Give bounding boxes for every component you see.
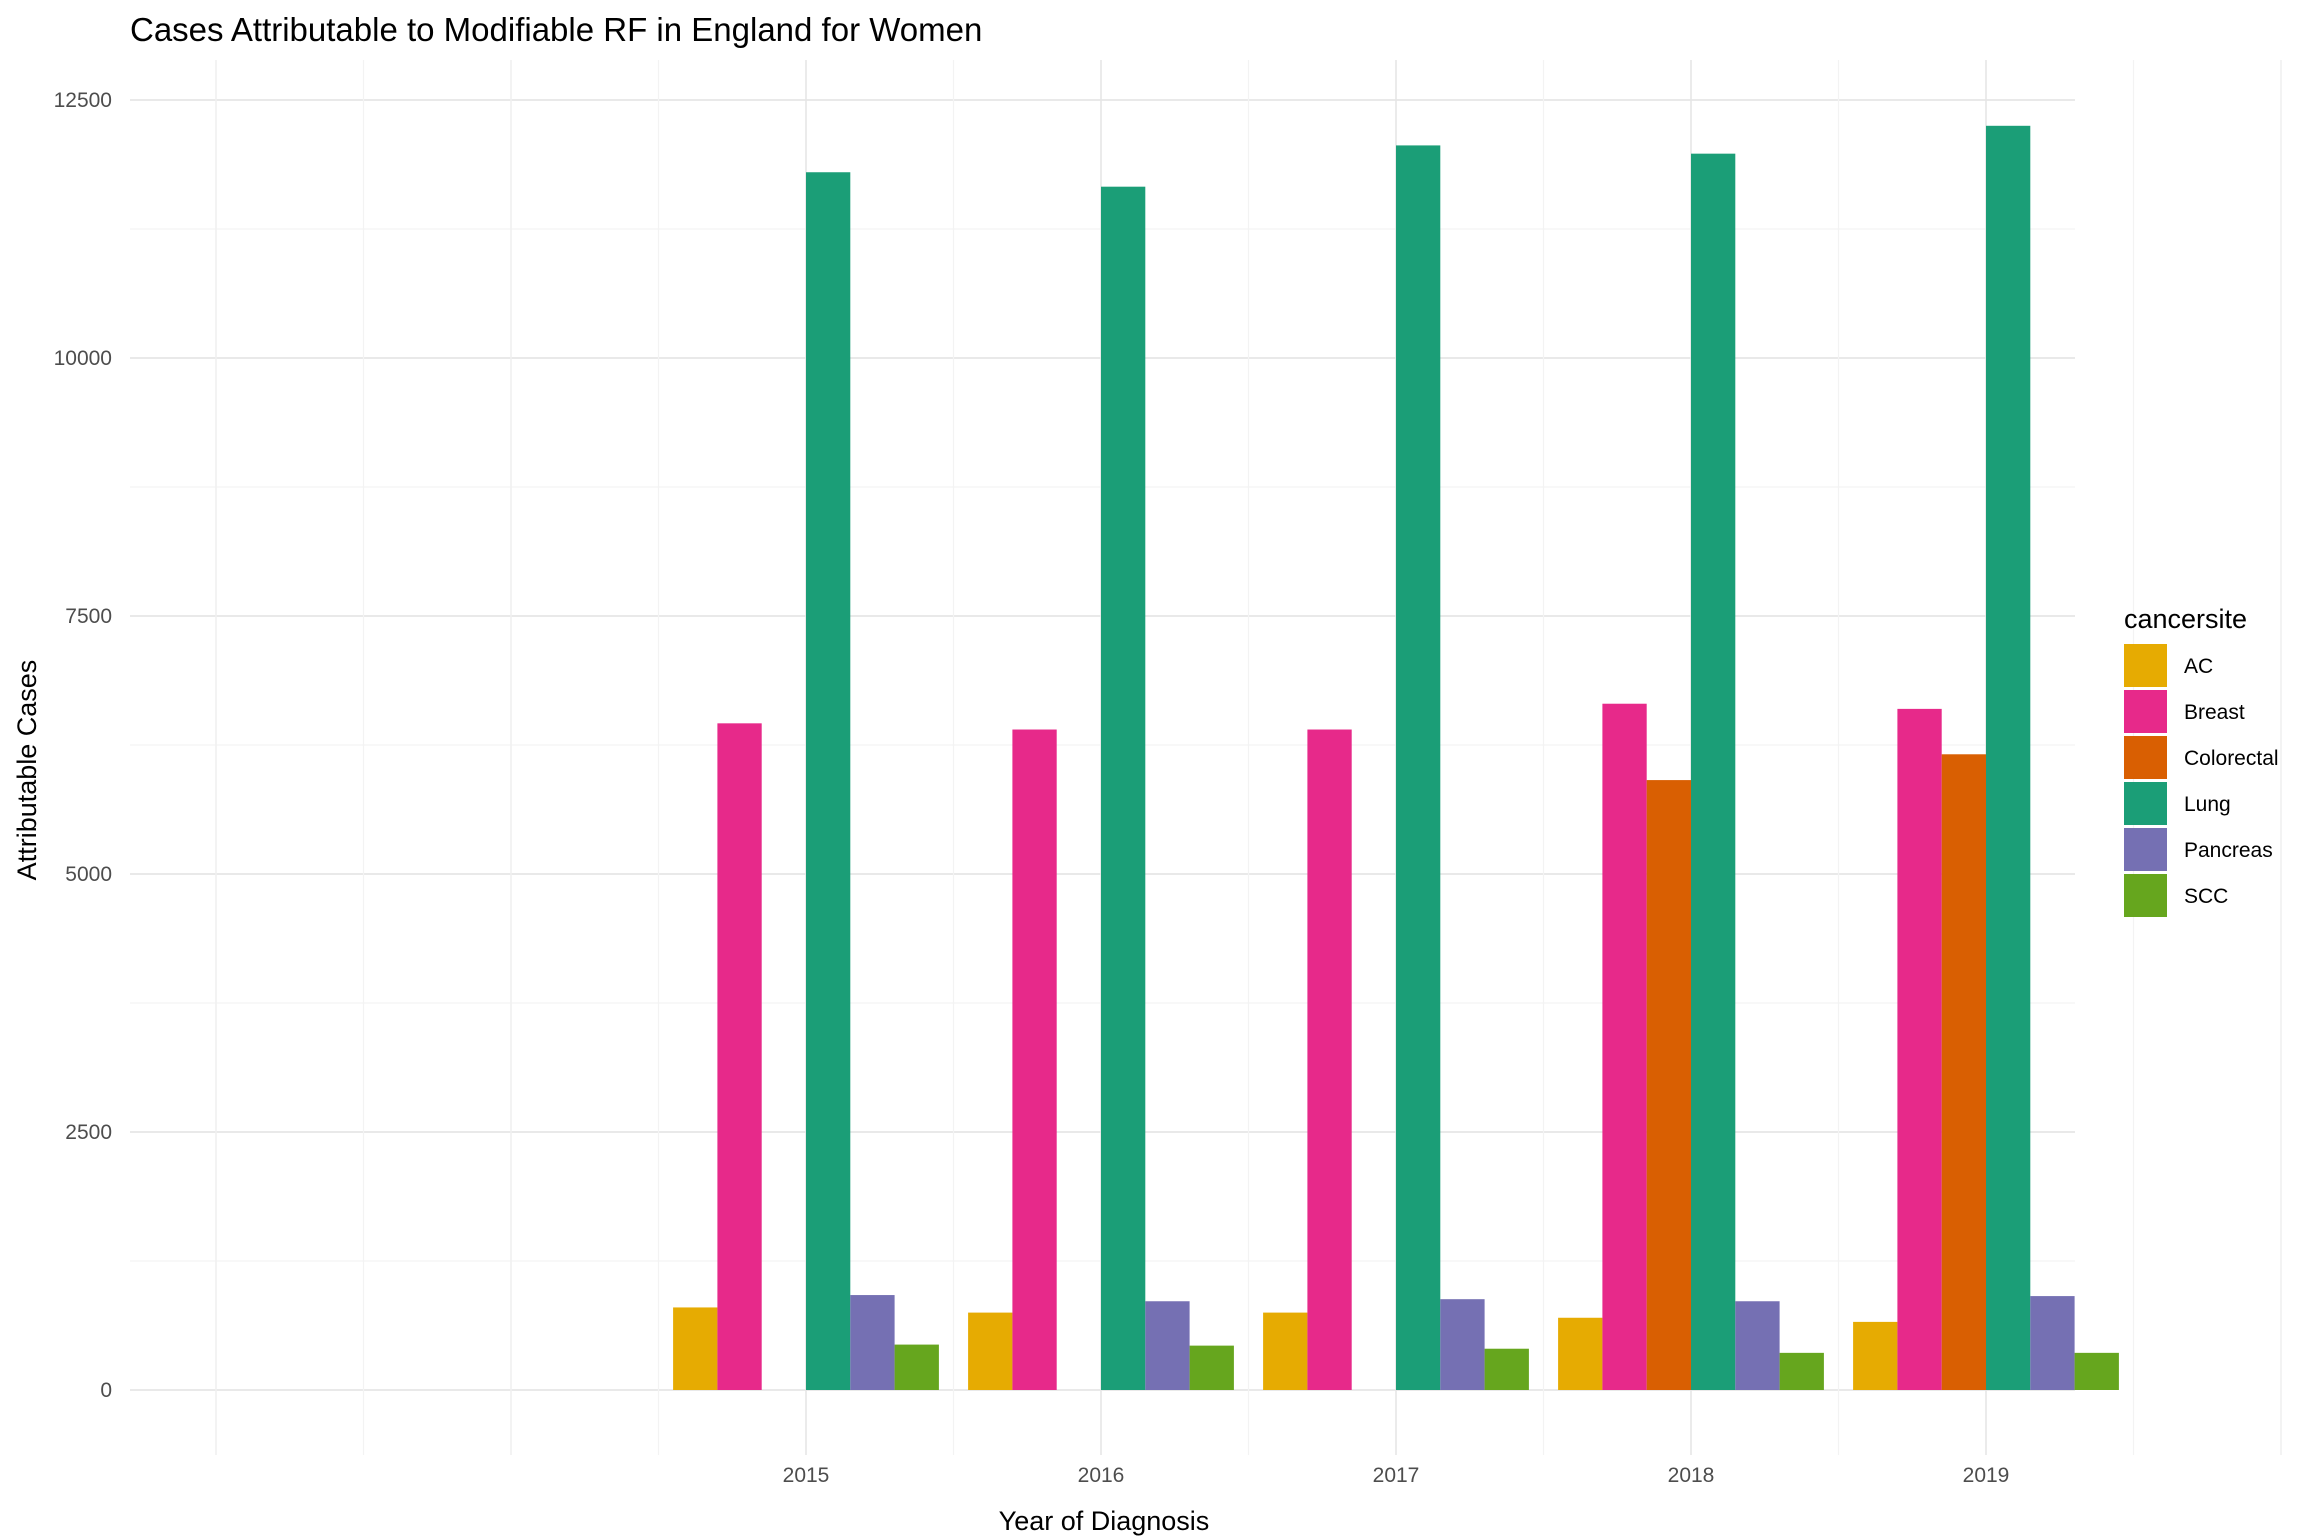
bar-lung-2016 [1101, 186, 1146, 1391]
legend-label: SCC [2184, 885, 2228, 908]
legend-title: cancersite [2124, 604, 2247, 634]
bar-colorectal-2018 [1646, 780, 1691, 1390]
bar-pancreas-2019 [2030, 1296, 2075, 1390]
legend-label: Breast [2184, 701, 2245, 724]
bar-pancreas-2015 [850, 1295, 895, 1390]
bar-pancreas-2017 [1440, 1299, 1485, 1390]
y-tick-label: 0 [100, 1379, 112, 1402]
bar-pancreas-2018 [1735, 1301, 1780, 1390]
bar-ac-2015 [673, 1307, 718, 1390]
legend-label: AC [2184, 655, 2213, 678]
bar-pancreas-2016 [1145, 1301, 1190, 1390]
bar-breast-2019 [1897, 708, 1942, 1390]
x-axis-title: Year of Diagnosis [999, 1506, 1210, 1536]
x-tick-label: 2019 [1963, 1464, 2010, 1487]
bar-scc-2016 [1189, 1345, 1234, 1390]
bar-breast-2015 [717, 723, 762, 1390]
bar-ac-2017 [1263, 1312, 1308, 1390]
y-tick-label: 7500 [65, 605, 112, 628]
legend-key-ac [2124, 644, 2167, 687]
bar-breast-2016 [1012, 729, 1057, 1390]
y-tick-label: 5000 [65, 863, 112, 886]
x-axis-ticks: 2015 2016 2017 2018 2019 [783, 1464, 2010, 1487]
bar-scc-2018 [1779, 1352, 1824, 1390]
y-tick-label: 12500 [54, 89, 112, 112]
legend-label: Pancreas [2184, 839, 2273, 862]
bars [673, 125, 2119, 1391]
bar-ac-2016 [968, 1312, 1013, 1390]
x-tick-label: 2017 [1373, 1464, 1420, 1487]
bar-lung-2018 [1691, 153, 1736, 1390]
legend-label: Colorectal [2184, 747, 2279, 770]
bar-scc-2015 [894, 1344, 939, 1390]
bar-colorectal-2019 [1941, 754, 1986, 1390]
legend: cancersite AC Breast Colorectal Lung Pancrea… [2124, 604, 2279, 917]
bar-lung-2017 [1396, 145, 1441, 1391]
bar-ac-2018 [1558, 1317, 1603, 1390]
legend-key-colorectal [2124, 736, 2167, 779]
legend-key-pancreas [2124, 828, 2167, 871]
y-tick-label: 10000 [54, 347, 112, 370]
bar-breast-2018 [1602, 703, 1647, 1390]
y-tick-label: 2500 [65, 1121, 112, 1144]
legend-key-breast [2124, 690, 2167, 733]
x-tick-label: 2018 [1668, 1464, 1715, 1487]
bar-scc-2019 [2074, 1352, 2119, 1390]
legend-key-lung [2124, 782, 2167, 825]
chart-title: Cases Attributable to Modifiable RF in E… [130, 11, 982, 48]
bar-ac-2019 [1853, 1321, 1898, 1390]
bar-scc-2017 [1484, 1348, 1529, 1390]
x-tick-label: 2015 [783, 1464, 830, 1487]
y-axis-ticks: 0 2500 5000 7500 10000 12500 [54, 89, 112, 1402]
x-tick-label: 2016 [1078, 1464, 1125, 1487]
bar-lung-2015 [806, 172, 851, 1391]
legend-label: Lung [2184, 793, 2231, 816]
bar-lung-2019 [1986, 125, 2031, 1390]
y-axis-title: Attributable Cases [12, 660, 42, 881]
bar-breast-2017 [1307, 729, 1352, 1390]
legend-key-scc [2124, 874, 2167, 917]
